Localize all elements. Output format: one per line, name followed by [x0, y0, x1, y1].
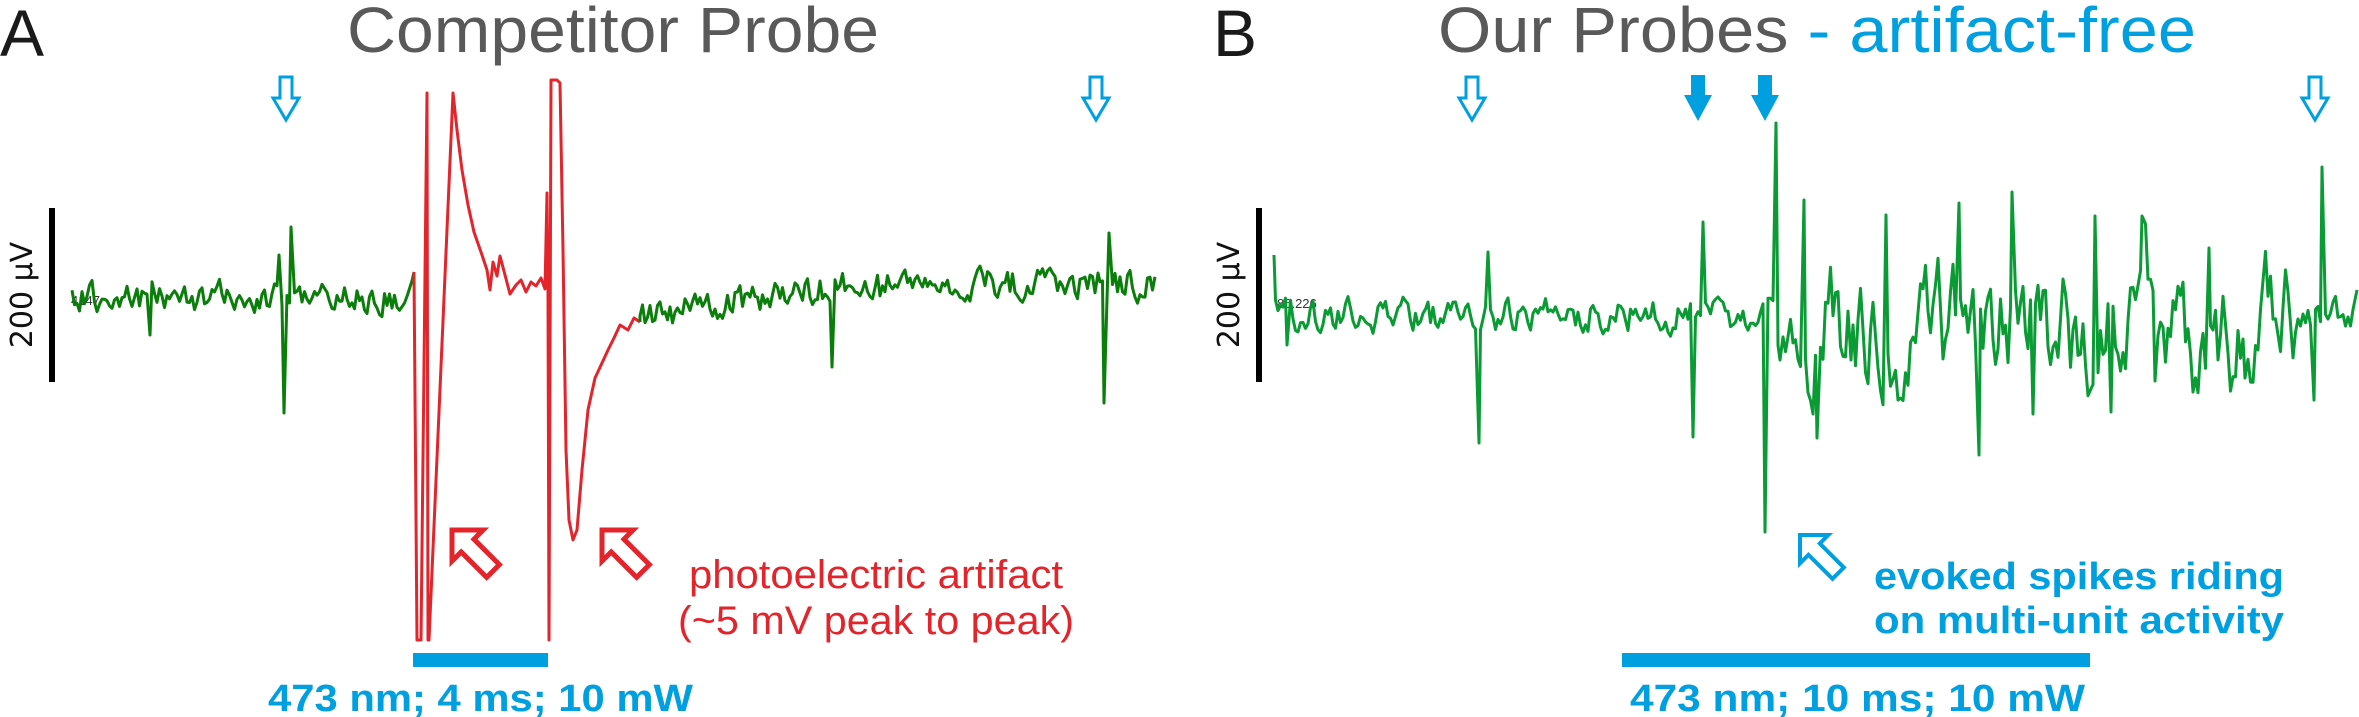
- panel-letter-a: A: [0, 0, 44, 70]
- hollow-arrow-down-icon: [1456, 75, 1488, 123]
- panel-letter-b: B: [1213, 0, 1257, 70]
- panel-b-title: Our Probes - artifact-free: [1438, 0, 2196, 66]
- trace-a-artifact: [412, 78, 641, 642]
- hollow-arrow-down-icon: [1080, 75, 1112, 123]
- stimulus-bar-b: [1622, 653, 2090, 667]
- hollow-arrow-down-icon: [2299, 75, 2331, 123]
- artifact-annotation-line2: (~5 mV peak to peak): [678, 599, 1074, 643]
- stimulus-label-a: 473 nm; 4 ms; 10 mW: [268, 678, 693, 717]
- scale-bar-label-a: 200 µV: [5, 241, 40, 348]
- panel-b-title-main: Our Probes: [1438, 0, 1788, 66]
- evoked-spikes-arrow-icon: [1798, 533, 1847, 582]
- stimulus-label-b: 473 nm; 10 ms; 10 mW: [1630, 678, 2085, 717]
- artifact-arrow-icon: [599, 527, 653, 581]
- filled-arrow-down-icon: [1751, 75, 1779, 121]
- hollow-arrow-down-icon: [270, 75, 302, 123]
- evoked-annotation-line1: evoked spikes riding: [1874, 556, 2284, 598]
- panel-b-title-suffix: - artifact-free: [1788, 0, 2196, 66]
- filled-arrow-down-icon: [1684, 75, 1712, 121]
- panel-a: A Competitor Probe 200 µV 4147 photoelec…: [0, 0, 1157, 717]
- trace-a-pre-stimulus: [70, 225, 416, 415]
- evoked-annotation-line2: on multi-unit activity: [1874, 600, 2284, 642]
- scale-bar-label-b: 200 µV: [1212, 241, 1247, 348]
- artifact-annotation-line1: photoelectric artifact: [689, 553, 1063, 597]
- panel-b: B Our Probes - artifact-free 200 µV 86.2…: [1212, 0, 2359, 717]
- trace-a-post-stimulus: [638, 231, 1157, 405]
- artifact-arrow-icon: [449, 527, 503, 581]
- panel-a-title: Competitor Probe: [347, 0, 879, 66]
- trace-b: [1272, 121, 2359, 534]
- stimulus-bar-a: [413, 653, 548, 667]
